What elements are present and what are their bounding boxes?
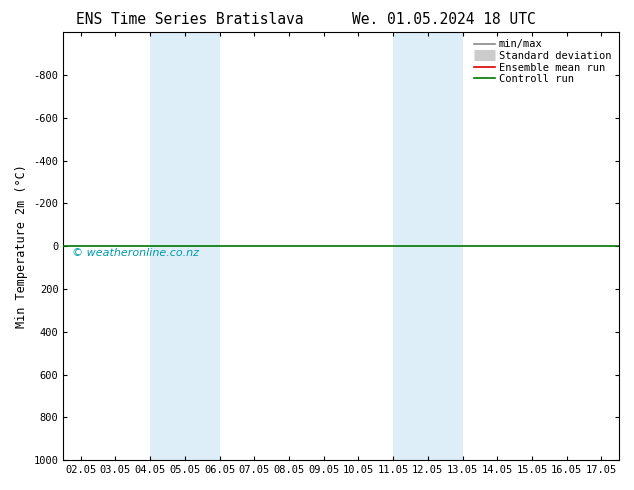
Text: We. 01.05.2024 18 UTC: We. 01.05.2024 18 UTC xyxy=(352,12,536,27)
Text: ENS Time Series Bratislava: ENS Time Series Bratislava xyxy=(77,12,304,27)
Y-axis label: Min Temperature 2m (°C): Min Temperature 2m (°C) xyxy=(15,164,28,328)
Bar xyxy=(150,32,219,460)
Legend: min/max, Standard deviation, Ensemble mean run, Controll run: min/max, Standard deviation, Ensemble me… xyxy=(472,37,614,86)
Bar xyxy=(393,32,463,460)
Text: © weatheronline.co.nz: © weatheronline.co.nz xyxy=(72,248,198,258)
